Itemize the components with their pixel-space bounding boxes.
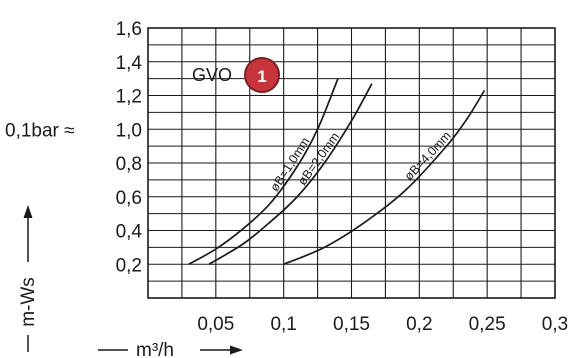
y-axis-label-group: m-Ws [18,205,39,352]
y-tick-label: 0,4 [116,222,143,243]
y-tick-label: 1,6 [116,19,142,40]
series-line [188,78,339,265]
y-tick-label: 0,6 [116,188,142,209]
x-tick-label: 0,1 [270,314,296,335]
x-axis-label: m³/h [136,340,174,358]
x-axis-arrow-head [230,345,243,355]
y-axis-arrow-head [23,205,33,218]
x-axis-label-group: m³/h [98,340,243,358]
y-tick-label: 0,2 [116,255,142,276]
y-tick-label: 1,2 [116,87,142,108]
series-label: øB=4,0mm [402,129,454,184]
x-tick-label: 0,05 [197,314,234,335]
series-label-group: øB=4,0mm [402,129,454,184]
x-tick-label: 0,15 [333,314,370,335]
grid [148,28,555,298]
y-tick-label: 1,0 [116,120,142,141]
y-axis-label: m-Ws [18,277,39,327]
x-tick-label: 0,2 [406,314,432,335]
plot-frame [147,27,556,299]
x-tick-label: 0,3 [542,314,568,335]
tick-labels: 0,05 0,1 0,15 0,2 0,25 0,3 0,2 0,4 0,6 0,8 1,0 1,2 1… [116,19,569,335]
badge-circle [244,57,280,93]
series-line [208,83,373,265]
series-line [283,89,486,266]
badge-label: GVO [192,65,232,85]
gvo-badge: GVO 1 [192,57,280,93]
y-tick-label: 1,4 [116,53,143,74]
x-tick-label: 0,25 [469,314,506,335]
y-tick-label: 0,8 [116,154,142,175]
y-annotation: 0,1bar ≈ [5,120,75,141]
badge-number: 1 [257,67,266,86]
